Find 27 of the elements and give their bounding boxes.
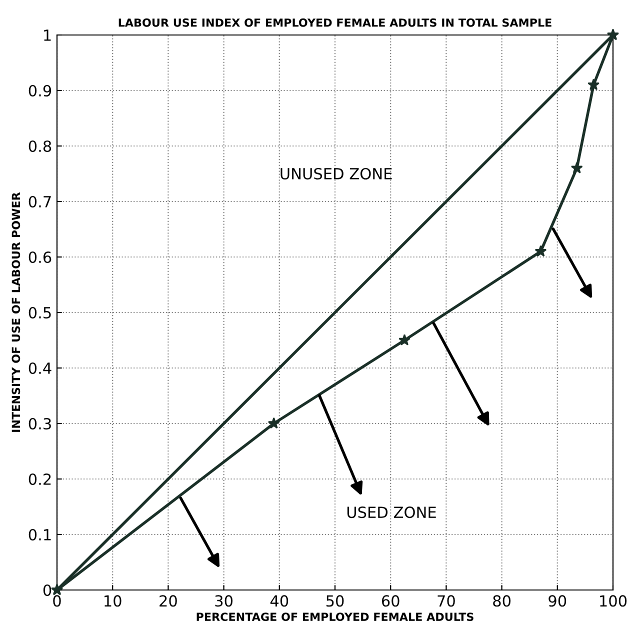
y-tick-label: 0.6 <box>28 251 52 264</box>
x-tick-label: 70 <box>438 595 455 607</box>
x-tick-label: 20 <box>160 595 177 607</box>
y-tick-label: 0.7 <box>28 196 51 208</box>
y-tick-label: 0.3 <box>28 418 51 430</box>
chart-title: LABOUR USE INDEX OF EMPLOYED FEMALE ADULTS IN TOTAL SAMPLE <box>118 18 552 27</box>
x-tick-label: 90 <box>548 595 566 607</box>
x-tick-label: 100 <box>600 595 627 607</box>
y-tick-label: 0.2 <box>28 473 51 486</box>
y-tick-label: 0.5 <box>28 306 51 319</box>
x-tick-label: 30 <box>215 595 233 607</box>
y-tick-label: 0 <box>43 584 52 596</box>
y-tick-label: 0.8 <box>28 140 52 152</box>
y-axis-title: INTENSITY OF USE OF LABOUR POWER <box>12 192 20 432</box>
x-tick-label: 40 <box>270 595 288 607</box>
x-tick-label: 50 <box>326 595 344 607</box>
y-tick-label: 1 <box>44 30 51 41</box>
annotation: USED ZONE <box>347 506 436 518</box>
annotation: UNUSED ZONE <box>280 168 392 180</box>
x-tick-label: 60 <box>382 595 400 607</box>
x-tick-label: 0 <box>53 595 61 607</box>
x-tick-label: 80 <box>493 595 511 607</box>
y-tick-label: 0.9 <box>28 84 52 97</box>
x-axis-title: PERCENTAGE OF EMPLOYED FEMALE ADULTS <box>196 612 474 622</box>
y-tick-label: 0.4 <box>28 362 52 374</box>
y-tick-label: 0.1 <box>28 528 51 541</box>
x-tick-label: 10 <box>104 595 122 607</box>
